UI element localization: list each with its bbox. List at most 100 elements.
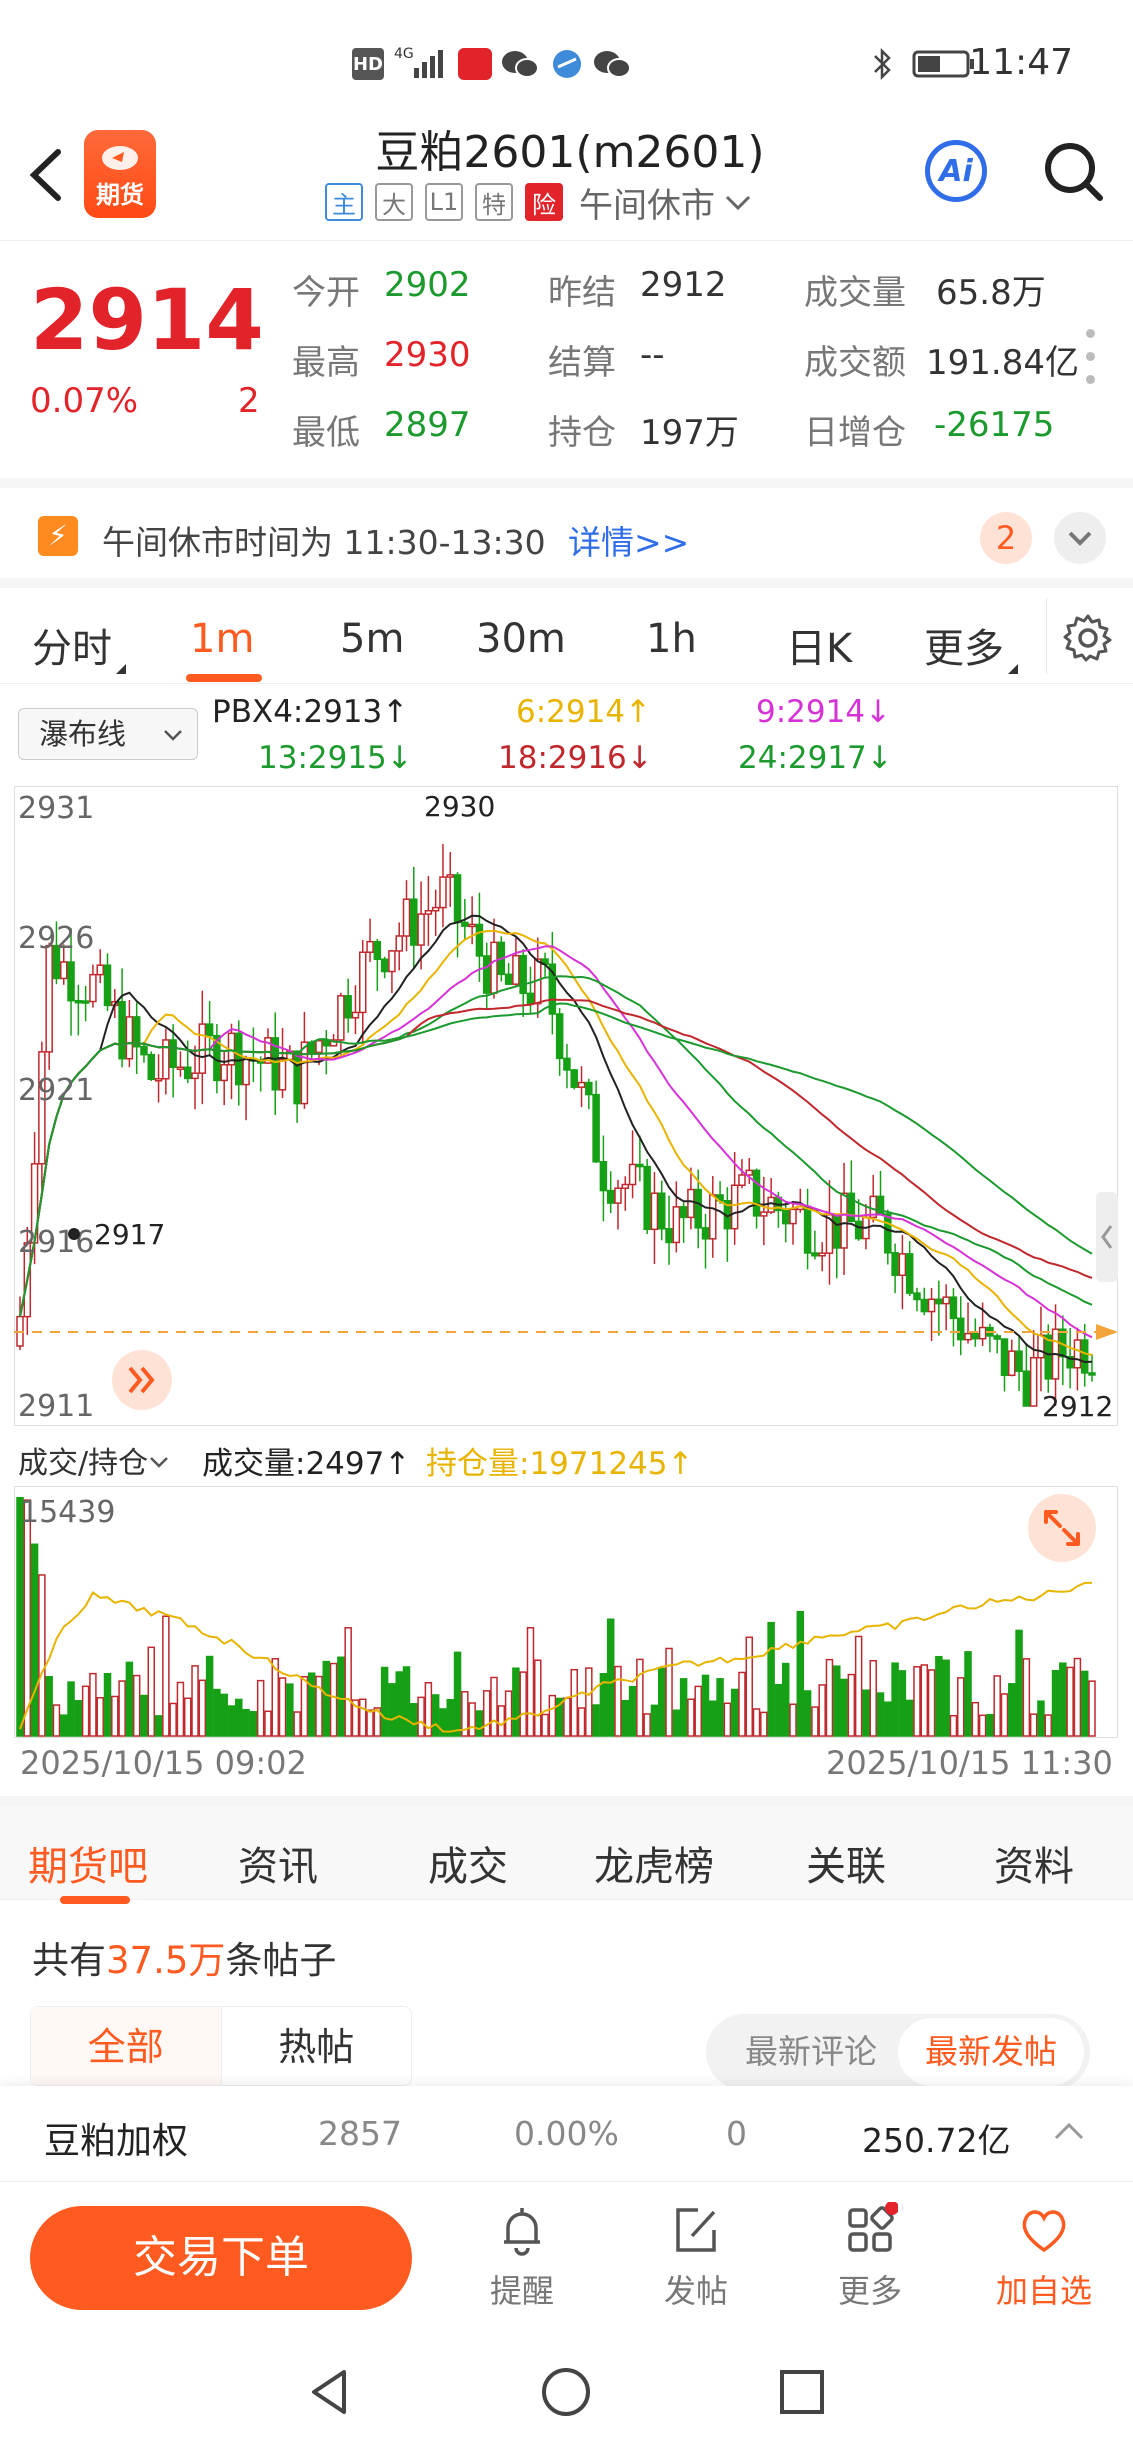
- contract-title: 豆粕2601(m2601): [375, 127, 765, 178]
- candle-body: [38, 1051, 46, 1165]
- volume-bar: [978, 1714, 987, 1737]
- volume-bar: [213, 1688, 221, 1737]
- candle-body: [271, 1037, 279, 1091]
- ai-assistant-button[interactable]: Ai: [925, 140, 987, 202]
- weighted-index-bar[interactable]: 豆粕加权 2857 0.00% 0 250.72亿: [0, 2086, 1133, 2182]
- notice-expand-button[interactable]: [1054, 512, 1106, 564]
- candle-body: [657, 1192, 666, 1230]
- volume-bar: [621, 1699, 630, 1737]
- candle-body: [242, 1058, 250, 1086]
- more-button[interactable]: 更多: [820, 2202, 920, 2312]
- candlestick-chart[interactable]: 2931 2926 2921 2916 2911 2930 2912 2917: [14, 786, 1118, 1426]
- more-fields-handle[interactable]: [1086, 329, 1096, 385]
- chevron-down-icon: [1068, 531, 1092, 546]
- volume-bar: [1059, 1662, 1067, 1737]
- oi-legend: 持仓量:1971245↑: [426, 1446, 694, 1482]
- candle-body: [833, 1213, 841, 1249]
- tab-5m[interactable]: 5m: [340, 616, 405, 662]
- open-interest-line: [19, 1581, 1093, 1733]
- sort-latest-post[interactable]: 最新发帖: [898, 2018, 1084, 2086]
- volume-bar: [322, 1660, 331, 1737]
- back-button[interactable]: [22, 140, 70, 210]
- volume-bar: [935, 1655, 943, 1737]
- volume-bar: [176, 1681, 185, 1737]
- tab-intraday[interactable]: 分时: [32, 616, 126, 674]
- ma-line: [19, 929, 1093, 1357]
- chevron-up-icon[interactable]: [1052, 2116, 1086, 2150]
- volume-max-label: 15439: [20, 1495, 115, 1530]
- volume-bar: [315, 1675, 323, 1737]
- volume-bar: [242, 1708, 250, 1737]
- volume-oi-chart[interactable]: 15439: [14, 1486, 1118, 1738]
- volume-bar: [760, 1711, 768, 1737]
- candle-body: [1008, 1350, 1016, 1377]
- candle-body: [344, 995, 352, 1019]
- sort-toggle: 最新评论 最新发帖: [706, 2014, 1090, 2090]
- volume-bar: [526, 1627, 535, 1737]
- volume-legend: 成交量:2497↑: [202, 1446, 411, 1482]
- volume-bar: [373, 1707, 382, 1737]
- volume-bar: [1015, 1629, 1023, 1737]
- session-status[interactable]: 午间休市: [579, 185, 715, 226]
- tab-daily-k[interactable]: 日K: [786, 626, 853, 672]
- notice-details-link[interactable]: 详情>>: [568, 523, 690, 562]
- candle-body: [424, 909, 433, 915]
- chart-settings-button[interactable]: [1060, 610, 1116, 666]
- volume-bar: [220, 1693, 228, 1737]
- app-notification-icon: [458, 48, 492, 80]
- candle-body: [905, 1253, 914, 1294]
- tab-related[interactable]: 关联: [806, 1844, 886, 1890]
- tab-trades[interactable]: 成交: [428, 1844, 508, 1890]
- volume-bar: [964, 1651, 972, 1737]
- candle-body: [745, 1169, 754, 1176]
- tag-risk: 险: [525, 183, 563, 221]
- alert-button[interactable]: 提醒: [472, 2202, 572, 2312]
- sort-latest-comment[interactable]: 最新评论: [745, 2032, 877, 2071]
- candle-body: [978, 1326, 987, 1340]
- tab-dragon-tiger[interactable]: 龙虎榜: [594, 1844, 714, 1890]
- tab-profile[interactable]: 资料: [994, 1844, 1074, 1890]
- weighted-turnover: 250.72亿: [862, 2121, 1011, 2160]
- system-navigation-bar: [0, 2332, 1133, 2453]
- volume-bar: [461, 1691, 469, 1737]
- posts-count: 共有37.5万条帖子: [32, 1939, 337, 1982]
- tab-forum[interactable]: 期货吧: [28, 1844, 148, 1890]
- sub-indicator-selector[interactable]: 成交/持仓: [18, 1438, 170, 1482]
- filter-all[interactable]: 全部: [31, 2007, 222, 2085]
- post-button[interactable]: 发帖: [646, 2202, 746, 2312]
- nav-recents-icon[interactable]: [772, 2362, 832, 2422]
- nav-home-icon[interactable]: [536, 2362, 596, 2422]
- tab-more[interactable]: 更多: [924, 616, 1018, 674]
- tab-news[interactable]: 资讯: [238, 1844, 318, 1890]
- ma-legend-6: 6:2914↑: [516, 694, 652, 730]
- volume-bar: [169, 1702, 177, 1737]
- candle-body: [475, 923, 484, 957]
- candle-body: [672, 1206, 681, 1244]
- tab-1m[interactable]: 1m: [190, 616, 255, 662]
- nav-back-icon[interactable]: [300, 2362, 360, 2422]
- search-button[interactable]: [1040, 138, 1108, 206]
- candle-body: [956, 1317, 965, 1341]
- candle-body: [847, 1192, 856, 1223]
- trade-order-button[interactable]: 交易下单: [30, 2206, 412, 2310]
- tab-30m[interactable]: 30m: [476, 616, 566, 662]
- volume-label: 成交量: [804, 273, 906, 313]
- candle-body: [191, 1072, 199, 1080]
- candle-body: [730, 1184, 739, 1230]
- candle-body: [351, 1011, 360, 1019]
- volume-bar: [1044, 1714, 1052, 1737]
- chevron-down-icon[interactable]: [721, 185, 755, 219]
- add-watchlist-button[interactable]: 加自选: [994, 2202, 1094, 2312]
- indicator-selector[interactable]: 瀑布线: [18, 708, 198, 760]
- tab-1h[interactable]: 1h: [646, 616, 697, 662]
- back-arrow-icon: [29, 149, 61, 201]
- quote-panel: 2914 0.07% 2 今开 2902 最高 2930 最低 2897 昨结 …: [0, 240, 1133, 476]
- candle-body: [570, 1069, 578, 1088]
- heart-icon: [1022, 2210, 1066, 2253]
- volume-bar: [1000, 1693, 1009, 1737]
- candle-body: [358, 951, 367, 1014]
- notice-count-badge[interactable]: 2: [980, 512, 1032, 564]
- filter-hot[interactable]: 热帖: [278, 2025, 355, 2069]
- candle-body: [563, 1057, 571, 1071]
- volume-bar: [1073, 1657, 1082, 1737]
